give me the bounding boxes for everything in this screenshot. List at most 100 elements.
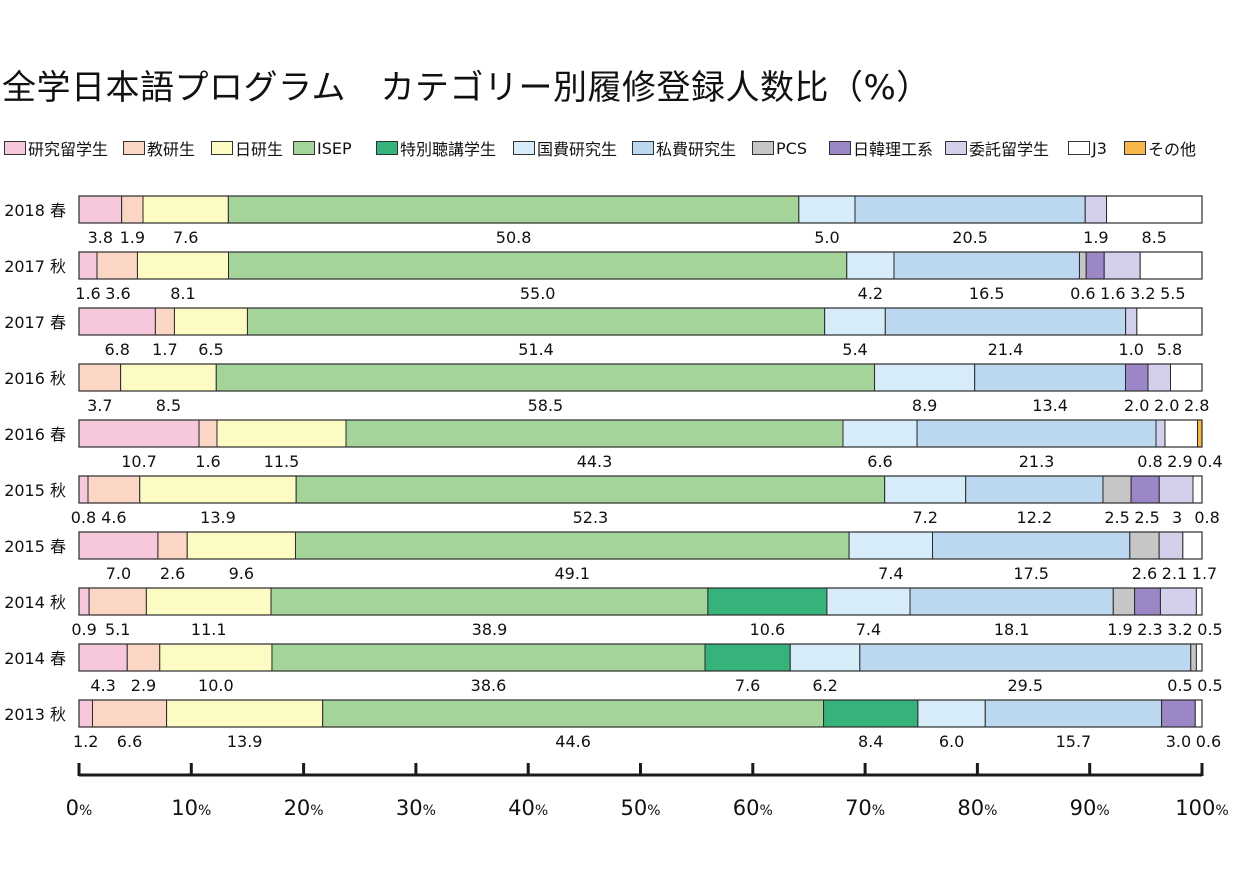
bar-segment (1129, 531, 1160, 560)
legend-item: 私費研究生 (632, 137, 736, 159)
legend-swatch (945, 141, 967, 155)
legend-label: ISEP (317, 138, 352, 158)
bar-segment (322, 699, 825, 728)
value-label: 1.2 (73, 732, 98, 751)
bar-segment (1164, 419, 1199, 448)
value-label: 29.5 (1007, 676, 1043, 695)
bar-segment (78, 307, 156, 336)
value-label: 13.4 (1032, 396, 1068, 415)
value-label: 6.2 (812, 676, 837, 695)
legend-item: PCS (752, 137, 807, 159)
bar-segment (166, 699, 324, 728)
value-label: 49.1 (554, 564, 590, 583)
value-label: 2.3 (1137, 620, 1162, 639)
value-label: 51.4 (518, 340, 554, 359)
value-label: 3.8 (88, 228, 113, 247)
legend-swatch (829, 141, 851, 155)
legend-item: 日韓理工系 (829, 137, 933, 159)
bar-segment (78, 699, 93, 728)
bar-segment (142, 195, 229, 224)
bar-segment (78, 419, 200, 448)
bar-segment (78, 251, 98, 280)
value-label: 13.9 (200, 508, 236, 527)
value-label: 2.0 (1124, 396, 1149, 415)
bar-segment (78, 531, 159, 560)
bar-segment (198, 419, 218, 448)
value-label: 2.9 (1167, 452, 1192, 471)
value-label: 2.8 (1184, 396, 1209, 415)
legend-swatch (632, 141, 654, 155)
legend-item: 日研生 (211, 137, 283, 159)
value-label: 0.8 (1137, 452, 1162, 471)
value-label: 44.3 (577, 452, 613, 471)
value-label: 10.0 (198, 676, 234, 695)
value-label: 0.8 (71, 508, 96, 527)
bar-segment (121, 195, 144, 224)
value-label: 6.6 (117, 732, 142, 751)
bar-segment (159, 643, 273, 672)
value-label: 9.6 (229, 564, 254, 583)
legend-label: J3 (1092, 138, 1107, 158)
bar-segment (974, 363, 1126, 392)
bar-segment (294, 531, 850, 560)
bar-segment (1197, 419, 1203, 448)
value-label: 1.9 (120, 228, 145, 247)
value-label: 7.4 (856, 620, 881, 639)
value-label: 16.5 (969, 284, 1005, 303)
bar-segment (186, 531, 296, 560)
legend-item: 委託留学生 (945, 137, 1049, 159)
bar-segment (1155, 419, 1166, 448)
value-label: 0.8 (1194, 508, 1219, 527)
value-label: 58.5 (528, 396, 564, 415)
value-label: 52.3 (573, 508, 609, 527)
x-tick-label: 30% (396, 796, 436, 820)
value-label: 7.6 (735, 676, 760, 695)
value-label: 8.4 (858, 732, 883, 751)
bar-segment (270, 587, 709, 616)
value-label: 5.4 (842, 340, 867, 359)
value-label: 2.5 (1104, 508, 1129, 527)
legend-item: ISEP (293, 137, 352, 159)
value-label: 21.3 (1019, 452, 1055, 471)
value-label: 4.2 (858, 284, 883, 303)
legend-item: 特別聴講学生 (376, 137, 496, 159)
bar-segment (215, 363, 876, 392)
legend-swatch (376, 141, 398, 155)
value-label: 8.1 (170, 284, 195, 303)
bar-outline (78, 419, 1203, 448)
value-label: 7.4 (878, 564, 903, 583)
value-label: 2.0 (1154, 396, 1179, 415)
value-label: 5.1 (105, 620, 130, 639)
category-label: 2016 春 (4, 425, 66, 444)
bar-outline (78, 251, 1203, 280)
bar-outline (78, 363, 1203, 392)
bar-segment (965, 475, 1104, 504)
bar-segment (932, 531, 1131, 560)
bar-segment (228, 251, 848, 280)
value-label: 7.0 (106, 564, 131, 583)
bar-segment (1169, 363, 1203, 392)
x-tick-label: 70% (845, 796, 885, 820)
value-label: 8.5 (156, 396, 181, 415)
bar-segment (126, 643, 161, 672)
bar-segment (823, 699, 919, 728)
bar-segment (246, 307, 826, 336)
bar-segment (1158, 531, 1184, 560)
x-tick-label: 10% (171, 796, 211, 820)
bar-segment (136, 251, 230, 280)
category-label: 2017 春 (4, 313, 66, 332)
value-label: 50.8 (496, 228, 532, 247)
bar-outline (78, 699, 1203, 728)
bar-segment (1084, 195, 1108, 224)
value-label: 1.6 (75, 284, 100, 303)
value-label: 15.7 (1056, 732, 1092, 751)
value-label: 1.9 (1107, 620, 1132, 639)
bar-segment (824, 307, 886, 336)
bar-segment (846, 251, 895, 280)
value-label: 4.3 (90, 676, 115, 695)
value-label: 0.6 (1070, 284, 1095, 303)
bar-outline (78, 643, 1203, 672)
x-tick-label: 40% (508, 796, 548, 820)
bar-segment (1182, 531, 1203, 560)
